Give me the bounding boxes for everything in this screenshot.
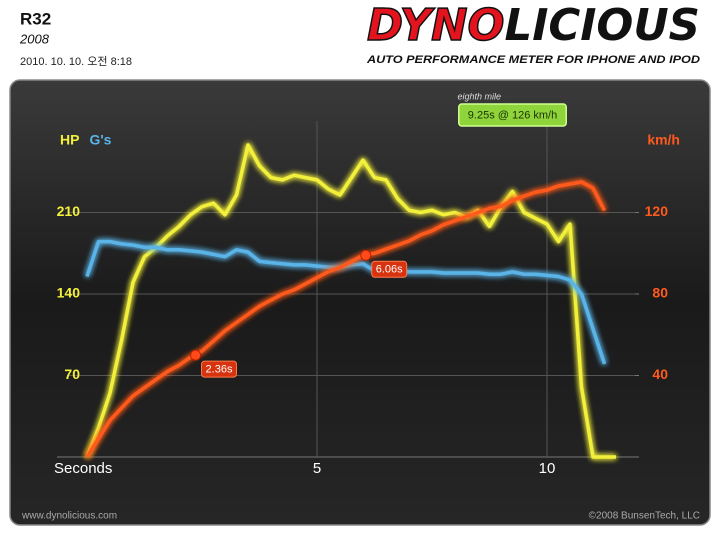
x-axis-label: Seconds — [54, 460, 112, 477]
annotation-box — [201, 360, 237, 378]
y-tick-label: 210 — [57, 203, 81, 219]
logo: DYNOLICIOUS — [367, 0, 700, 51]
annotation-label: 6.06s — [376, 264, 403, 276]
annotation: 6.06s — [371, 260, 408, 278]
series-line — [85, 143, 616, 459]
y-tick-label: 70 — [64, 366, 80, 382]
x-tick-label: 10 — [539, 460, 556, 477]
y2-tick-label: 40 — [652, 366, 668, 382]
subtitle: 2008 — [19, 31, 50, 46]
title: R32 — [20, 9, 51, 28]
footer-right: ©2008 BunsenTech, LLC — [589, 511, 700, 522]
legend-entry: km/h — [647, 132, 680, 148]
marker-label: 9.25s @ 126 km/h — [468, 109, 557, 121]
date: 2010. 10. 10. 오전 8:18 — [20, 55, 132, 68]
y2-tick-label: 120 — [645, 203, 669, 219]
plot: 70 140 210 40 80 120 5 10 Seconds HP G's km/h 2.36s 6… — [54, 91, 680, 477]
annotation-point — [190, 349, 202, 361]
x-tick-label: 5 — [313, 460, 321, 477]
footer-left: www.dynolicious.com — [21, 511, 117, 522]
marker-caption: eighth mile — [458, 91, 502, 101]
marker-box — [458, 103, 567, 127]
annotation-point — [360, 249, 372, 261]
annotation-label: 2.36s — [206, 364, 233, 376]
y2-tick-label: 80 — [652, 285, 668, 301]
annotation: 2.36s — [201, 360, 237, 378]
logo-black: LICIOUS — [505, 0, 700, 51]
tagline: AUTO PERFORMANCE METER FOR IPHONE AND IP… — [366, 54, 700, 66]
legend-entry: HP — [60, 132, 79, 148]
y-tick-label: 140 — [57, 285, 81, 301]
series-line — [85, 180, 607, 458]
legend-entry: G's — [89, 132, 111, 148]
annotation-box — [371, 260, 408, 278]
logo-red: DYNO — [367, 0, 505, 51]
